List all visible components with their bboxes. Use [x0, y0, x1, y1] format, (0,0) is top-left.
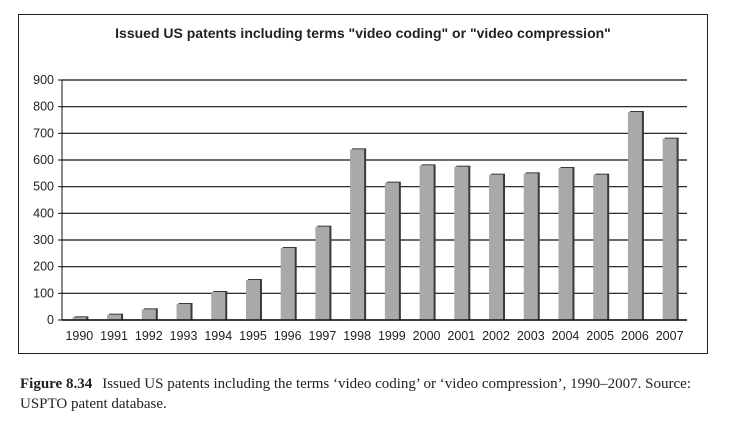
- x-tick-label: 2002: [482, 329, 510, 343]
- bar: [662, 138, 677, 320]
- y-tick-label: 500: [33, 180, 54, 194]
- x-tick-label: 1992: [135, 329, 163, 343]
- y-tick-label: 900: [33, 73, 54, 87]
- y-tick-label: 600: [33, 153, 54, 167]
- x-tick-label: 1997: [309, 329, 337, 343]
- y-tick-label: 200: [33, 260, 54, 274]
- figure-caption: Figure 8.34 Issued US patents including t…: [20, 374, 740, 414]
- x-tick-label: 1994: [204, 329, 232, 343]
- bar-chart-plot: 0 100 200 300 400 500 600 700 800 900 1990 1991 1992…: [33, 73, 687, 343]
- bar: [558, 168, 573, 320]
- x-tick-label: 2006: [621, 329, 649, 343]
- x-tick-label: 2004: [552, 329, 580, 343]
- bar: [384, 182, 399, 320]
- y-tick-label: 400: [33, 206, 54, 220]
- y-tick-label: 800: [33, 100, 54, 114]
- chart-title: Issued US patents including terms "video…: [115, 25, 611, 41]
- y-tick-label: 300: [33, 233, 54, 247]
- x-tick-label: 2005: [586, 329, 614, 343]
- figure-caption-text: Issued US patents including the terms ‘v…: [20, 376, 691, 412]
- x-tick-label: 1991: [100, 329, 128, 343]
- x-tick-label: 2001: [447, 329, 475, 343]
- bar: [523, 173, 538, 320]
- bar: [176, 304, 191, 320]
- x-tick-label: 1996: [274, 329, 302, 343]
- chart-frame: Issued US patents including terms "video…: [18, 14, 708, 354]
- y-tick-label: 700: [33, 126, 54, 140]
- x-tick-label: 1993: [170, 329, 198, 343]
- y-tick-label: 100: [33, 286, 54, 300]
- bar: [245, 280, 260, 320]
- x-tick-label: 2007: [656, 329, 684, 343]
- bar: [489, 174, 504, 320]
- bar: [141, 309, 156, 320]
- bar: [107, 314, 122, 320]
- x-tick-label: 1998: [343, 329, 371, 343]
- y-tick-label: 0: [47, 313, 54, 327]
- bar: [211, 292, 226, 320]
- bar: [315, 226, 330, 320]
- x-tick-label: 1995: [239, 329, 267, 343]
- bar: [593, 174, 608, 320]
- bar: [72, 317, 87, 320]
- x-tick-label: 2003: [517, 329, 545, 343]
- bar: [350, 149, 365, 320]
- x-tick-label: 2000: [413, 329, 441, 343]
- figure-label: Figure 8.34: [20, 376, 93, 392]
- bar: [419, 165, 434, 320]
- bar: [627, 112, 642, 320]
- x-tick-label: 1999: [378, 329, 406, 343]
- x-tick-label: 1990: [65, 329, 93, 343]
- bar: [454, 166, 469, 320]
- bar: [280, 248, 295, 320]
